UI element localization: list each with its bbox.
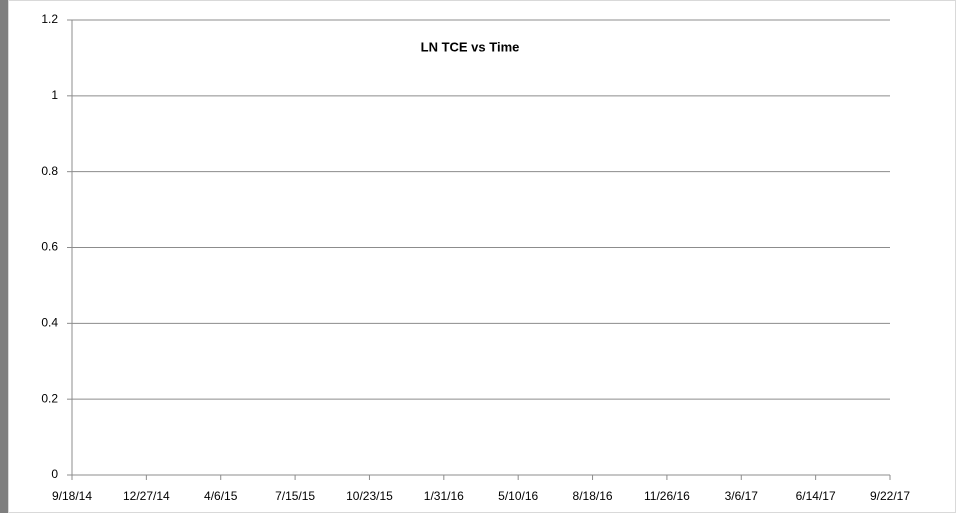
x-tick-label: 6/14/17: [796, 489, 836, 503]
x-tick-label: 10/23/15: [346, 489, 393, 503]
x-tick-label: 5/10/16: [498, 489, 538, 503]
chart-area: [8, 0, 956, 513]
x-tick-label: 7/15/15: [275, 489, 315, 503]
x-tick-label: 1/31/16: [424, 489, 464, 503]
y-tick-label: 0: [51, 467, 58, 481]
chart-title: LN TCE vs Time: [421, 39, 520, 54]
y-tick-label: 0.4: [41, 316, 58, 330]
x-tick-label: 12/27/14: [123, 489, 170, 503]
x-tick-label: 11/26/16: [644, 489, 690, 503]
y-tick-label: 1.2: [41, 12, 58, 26]
x-tick-label: 8/18/16: [573, 489, 613, 503]
x-tick-label: 4/6/15: [204, 489, 238, 503]
y-tick-label: 1: [51, 88, 58, 102]
y-tick-label: 0.6: [41, 240, 58, 254]
window-edge: [0, 0, 8, 513]
y-tick-label: 0.8: [41, 164, 58, 178]
x-tick-label: 9/18/14: [52, 489, 92, 503]
y-tick-label: 0.2: [41, 391, 58, 405]
x-tick-label: 9/22/17: [870, 489, 910, 503]
x-tick-label: 3/6/17: [725, 489, 759, 503]
